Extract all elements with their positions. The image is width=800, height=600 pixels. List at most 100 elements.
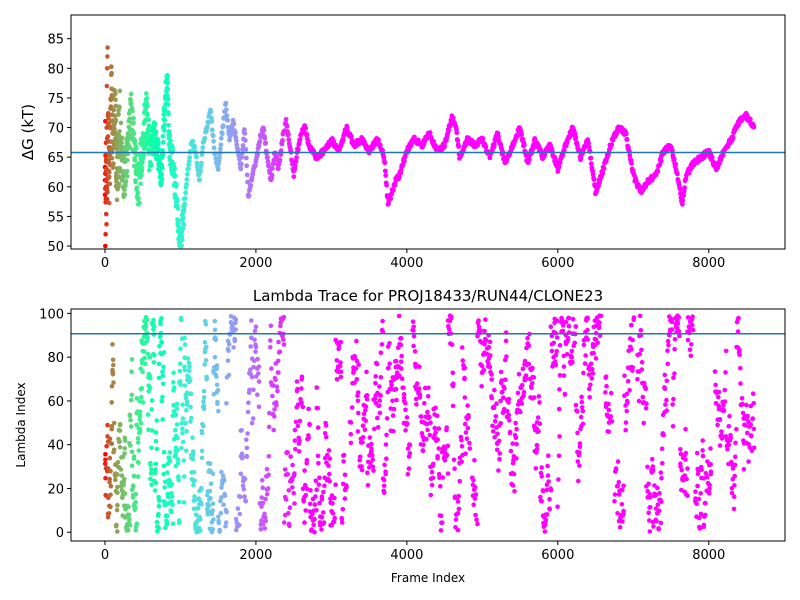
bottom-data-point (537, 421, 543, 427)
bottom-data-point (170, 502, 175, 508)
bottom-data-point (731, 494, 737, 500)
bottom-data-point (308, 488, 313, 493)
bottom-data-point (225, 358, 231, 363)
bottom-data-point (226, 372, 232, 378)
bottom-data-point (354, 338, 359, 344)
bottom-data-point (215, 388, 221, 393)
bottom-data-point (378, 375, 384, 380)
bottom-data-point (218, 510, 224, 516)
bottom-data-point (327, 471, 332, 477)
bottom-data-point (296, 449, 302, 454)
top-data-point (107, 181, 113, 187)
bottom-data-point (700, 438, 705, 443)
bottom-data-point (398, 335, 404, 341)
bottom-data-point (137, 417, 142, 422)
bottom-data-point (737, 347, 742, 353)
top-data-point (536, 143, 542, 149)
bottom-data-point (579, 405, 585, 410)
top-data-point (156, 147, 162, 153)
bottom-data-point (141, 349, 147, 354)
bottom-y-tick-label: 100 (39, 307, 64, 322)
bottom-data-point (160, 417, 165, 422)
bottom-data-point (176, 477, 181, 483)
bottom-data-point (575, 430, 580, 436)
bottom-data-point (178, 382, 183, 387)
bottom-data-point (182, 367, 188, 373)
top-data-point (184, 181, 189, 187)
bottom-data-point (109, 441, 115, 447)
bottom-data-point (201, 423, 206, 429)
top-data-point (176, 217, 181, 223)
bottom-data-point (356, 410, 361, 416)
bottom-data-point (171, 380, 176, 385)
bottom-data-point (577, 444, 583, 450)
top-data-point (109, 156, 115, 161)
bottom-data-point (361, 411, 367, 417)
top-data-point (747, 116, 753, 122)
bottom-data-point (116, 439, 122, 445)
bottom-data-point (466, 415, 471, 420)
bottom-data-point (253, 344, 259, 350)
bottom-data-point (554, 335, 560, 340)
bottom-data-point (455, 499, 461, 504)
top-data-point (132, 138, 138, 144)
bottom-data-point (176, 474, 181, 479)
top-data-point (136, 196, 141, 201)
bottom-data-point (530, 381, 535, 386)
bottom-data-point (672, 346, 677, 352)
bottom-data-point (174, 406, 180, 411)
top-data-point (278, 152, 284, 158)
bottom-data-point (561, 364, 567, 369)
bottom-data-point (436, 471, 442, 477)
bottom-data-point (282, 467, 288, 472)
bottom-data-point (518, 409, 523, 415)
bottom-data-point (731, 506, 737, 512)
top-data-point (218, 142, 224, 148)
bottom-data-point (743, 423, 748, 428)
top-data-point (146, 117, 151, 123)
bottom-data-point (383, 471, 389, 477)
bottom-data-point (442, 457, 448, 463)
top-data-point (292, 163, 298, 169)
bottom-data-point (587, 395, 592, 400)
top-data-point (166, 129, 172, 134)
bottom-data-point (122, 491, 128, 496)
bottom-data-point (403, 407, 408, 413)
bottom-data-point (444, 425, 450, 430)
bottom-plot-frame (70, 308, 786, 542)
bottom-data-point (675, 321, 681, 326)
bottom-data-point (405, 421, 410, 426)
bottom-data-point (556, 477, 561, 482)
bottom-data-point (164, 520, 170, 526)
bottom-data-point (129, 357, 135, 362)
top-data-point (145, 103, 150, 109)
bottom-y-ticks: 0 20 40 60 80 100 (39, 307, 71, 541)
bottom-data-point (105, 515, 111, 520)
bottom-data-point (433, 430, 439, 435)
bottom-x-tick-label: 2000 (239, 548, 272, 563)
top-data-point (182, 201, 188, 207)
bottom-data-point (323, 420, 328, 426)
top-y-tick-label: 85 (47, 33, 64, 48)
bottom-data-point (591, 350, 596, 356)
top-data-point (295, 146, 301, 152)
bottom-data-point (717, 417, 723, 423)
bottom-data-point (487, 364, 493, 370)
bottom-data-point (566, 323, 572, 329)
top-data-point (104, 166, 109, 172)
top-data-point (515, 133, 520, 139)
bottom-data-point (465, 403, 471, 408)
bottom-data-point (671, 375, 676, 381)
bottom-data-point (672, 337, 678, 342)
bottom-data-point (290, 477, 295, 482)
bottom-data-point (154, 418, 160, 423)
bottom-data-point (259, 504, 264, 509)
bottom-data-point (133, 500, 138, 505)
bottom-data-point (399, 353, 404, 359)
bottom-data-point (108, 483, 114, 489)
bottom-data-point (534, 450, 539, 455)
bottom-data-point (616, 492, 622, 497)
bottom-data-point (551, 340, 556, 346)
bottom-data-point (303, 492, 309, 498)
bottom-data-point (547, 496, 552, 502)
